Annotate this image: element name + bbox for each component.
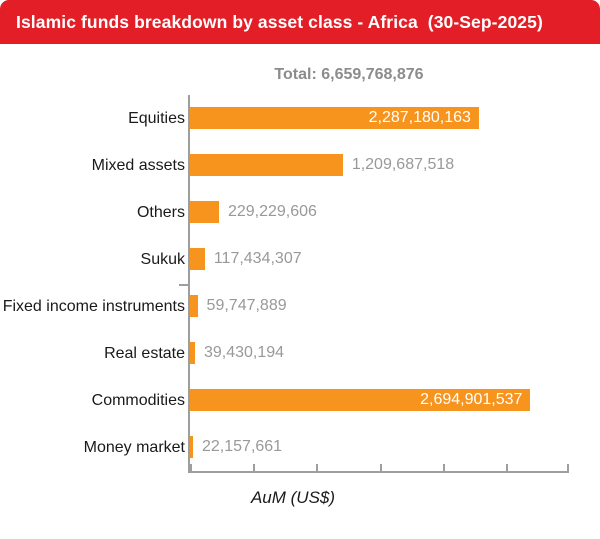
bar-row: 2,694,901,537 xyxy=(190,377,569,424)
value-label: 117,434,307 xyxy=(213,250,302,267)
category-label: Commodities xyxy=(91,391,185,409)
category-label: Fixed income instruments xyxy=(2,297,185,315)
x-axis-tick xyxy=(253,464,256,471)
total-value: 6,659,768,876 xyxy=(321,66,424,83)
title-banner: Islamic funds breakdown by asset class -… xyxy=(0,0,600,44)
total-label: Total: xyxy=(274,66,317,83)
bar-row: 1,209,687,518 xyxy=(190,142,569,189)
x-axis-tick xyxy=(316,464,319,471)
y-axis-line xyxy=(188,95,190,473)
x-axis-tick xyxy=(567,464,569,471)
bar: 2,694,901,537 xyxy=(190,389,531,411)
x-axis-line xyxy=(188,471,569,473)
bar-row: 59,747,889 xyxy=(190,283,569,330)
bar xyxy=(190,201,219,223)
bar xyxy=(190,436,193,458)
category-label: Mixed assets xyxy=(91,156,185,174)
bar-row: 229,229,606 xyxy=(190,189,569,236)
bar-row: 117,434,307 xyxy=(190,236,569,283)
x-axis-tick xyxy=(442,464,445,471)
category-label: Others xyxy=(136,203,185,221)
x-axis-tick xyxy=(505,464,508,471)
value-label: 2,694,901,537 xyxy=(420,391,523,408)
x-axis-title: AuM (US$) xyxy=(250,488,336,507)
bar xyxy=(190,295,198,317)
bar xyxy=(190,154,343,176)
x-axis-tick xyxy=(379,464,382,471)
total-line: Total: 6,659,768,876 xyxy=(274,66,423,84)
plot-area: 2,287,180,163 1,209,687,518 229,229,606 117… xyxy=(179,95,569,473)
category-label: Equities xyxy=(128,109,185,127)
value-label: 229,229,606 xyxy=(227,203,317,220)
category-label: Real estate xyxy=(104,344,185,362)
category-boundary-tick xyxy=(179,284,188,286)
value-label: 2,287,180,163 xyxy=(368,109,471,126)
category-axis-labels: Equities Mixed assets Others Sukuk Fixed inc… xyxy=(0,95,185,471)
value-label: 39,430,194 xyxy=(203,344,285,361)
bar-row: 2,287,180,163 xyxy=(190,95,569,142)
value-label: 1,209,687,518 xyxy=(351,156,455,173)
x-axis-tick xyxy=(190,464,192,471)
category-label: Sukuk xyxy=(140,250,185,268)
bar-row: 39,430,194 xyxy=(190,330,569,377)
chart-title: Islamic funds breakdown by asset class -… xyxy=(16,11,543,32)
bar xyxy=(190,248,205,270)
bar-row: 22,157,661 xyxy=(190,424,569,471)
value-label: 59,747,889 xyxy=(206,297,287,314)
bar xyxy=(190,342,195,364)
value-label: 22,157,661 xyxy=(202,438,283,455)
category-label: Money market xyxy=(83,438,185,456)
bar: 2,287,180,163 xyxy=(190,107,479,129)
